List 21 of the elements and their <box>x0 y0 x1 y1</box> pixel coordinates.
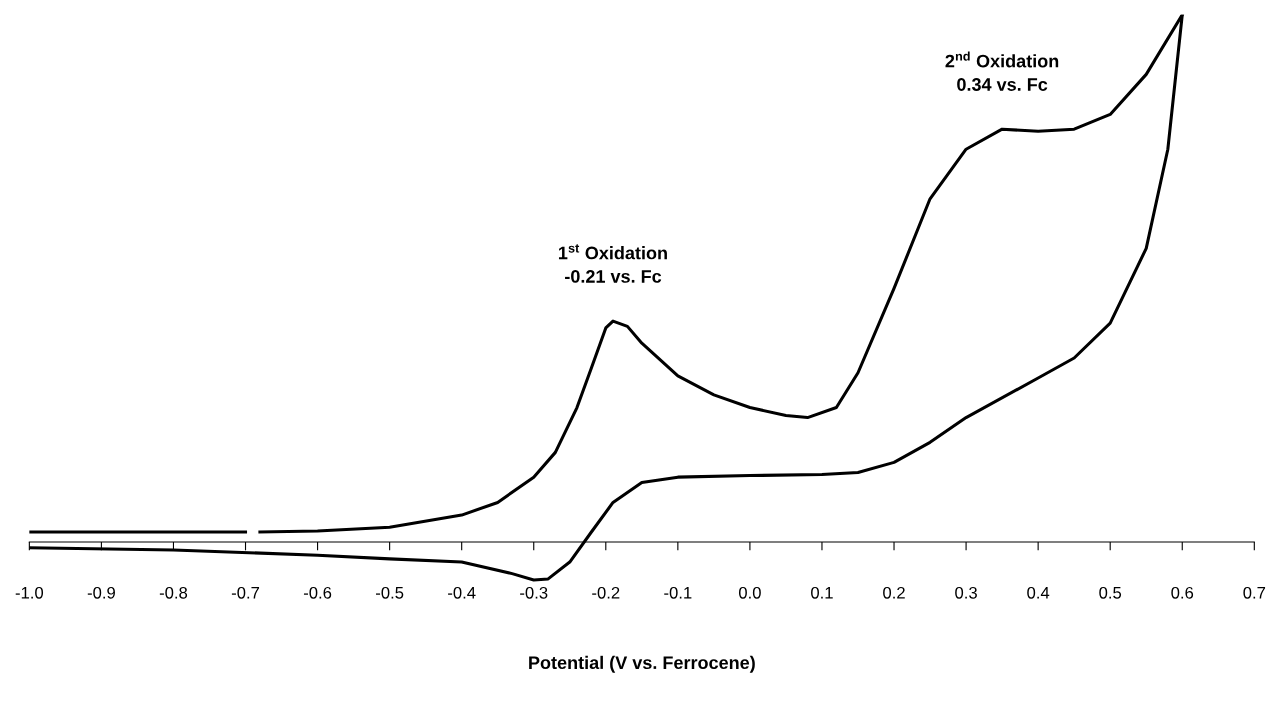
x-tick-label: -0.4 <box>448 586 476 599</box>
x-tick-label: 0.7 <box>1243 586 1266 599</box>
x-tick-label: 0.6 <box>1171 586 1194 599</box>
annotation: 2$^{nd}$ Oxidation 0.34 vs. Fc <box>945 51 1059 91</box>
x-tick-label: 0.0 <box>738 586 761 599</box>
x-tick-label: -0.1 <box>664 586 692 599</box>
x-tick-label: -1.0 <box>15 586 44 599</box>
x-tick-label: 0.1 <box>811 586 833 599</box>
x-tick-label: -0.8 <box>159 586 188 599</box>
x-tick-label: 0.2 <box>883 586 905 599</box>
annotation: 1$^{st}$ Oxidation -0.21 vs. Fc <box>558 244 667 283</box>
x-tick-label: 0.3 <box>955 586 977 599</box>
x-tick-label: -0.5 <box>376 586 404 599</box>
x-tick-label: -0.6 <box>303 586 332 599</box>
x-tick-label: 0.5 <box>1099 586 1122 599</box>
x-tick-label: 0.4 <box>1027 586 1050 599</box>
x-axis-title: Potential (V vs. Ferrocene) <box>529 655 755 673</box>
x-tick-label: -0.2 <box>592 586 620 599</box>
x-tick-label: -0.9 <box>87 586 115 599</box>
x-tick-label: -0.3 <box>520 586 548 599</box>
x-tick-label: -0.7 <box>231 586 260 599</box>
